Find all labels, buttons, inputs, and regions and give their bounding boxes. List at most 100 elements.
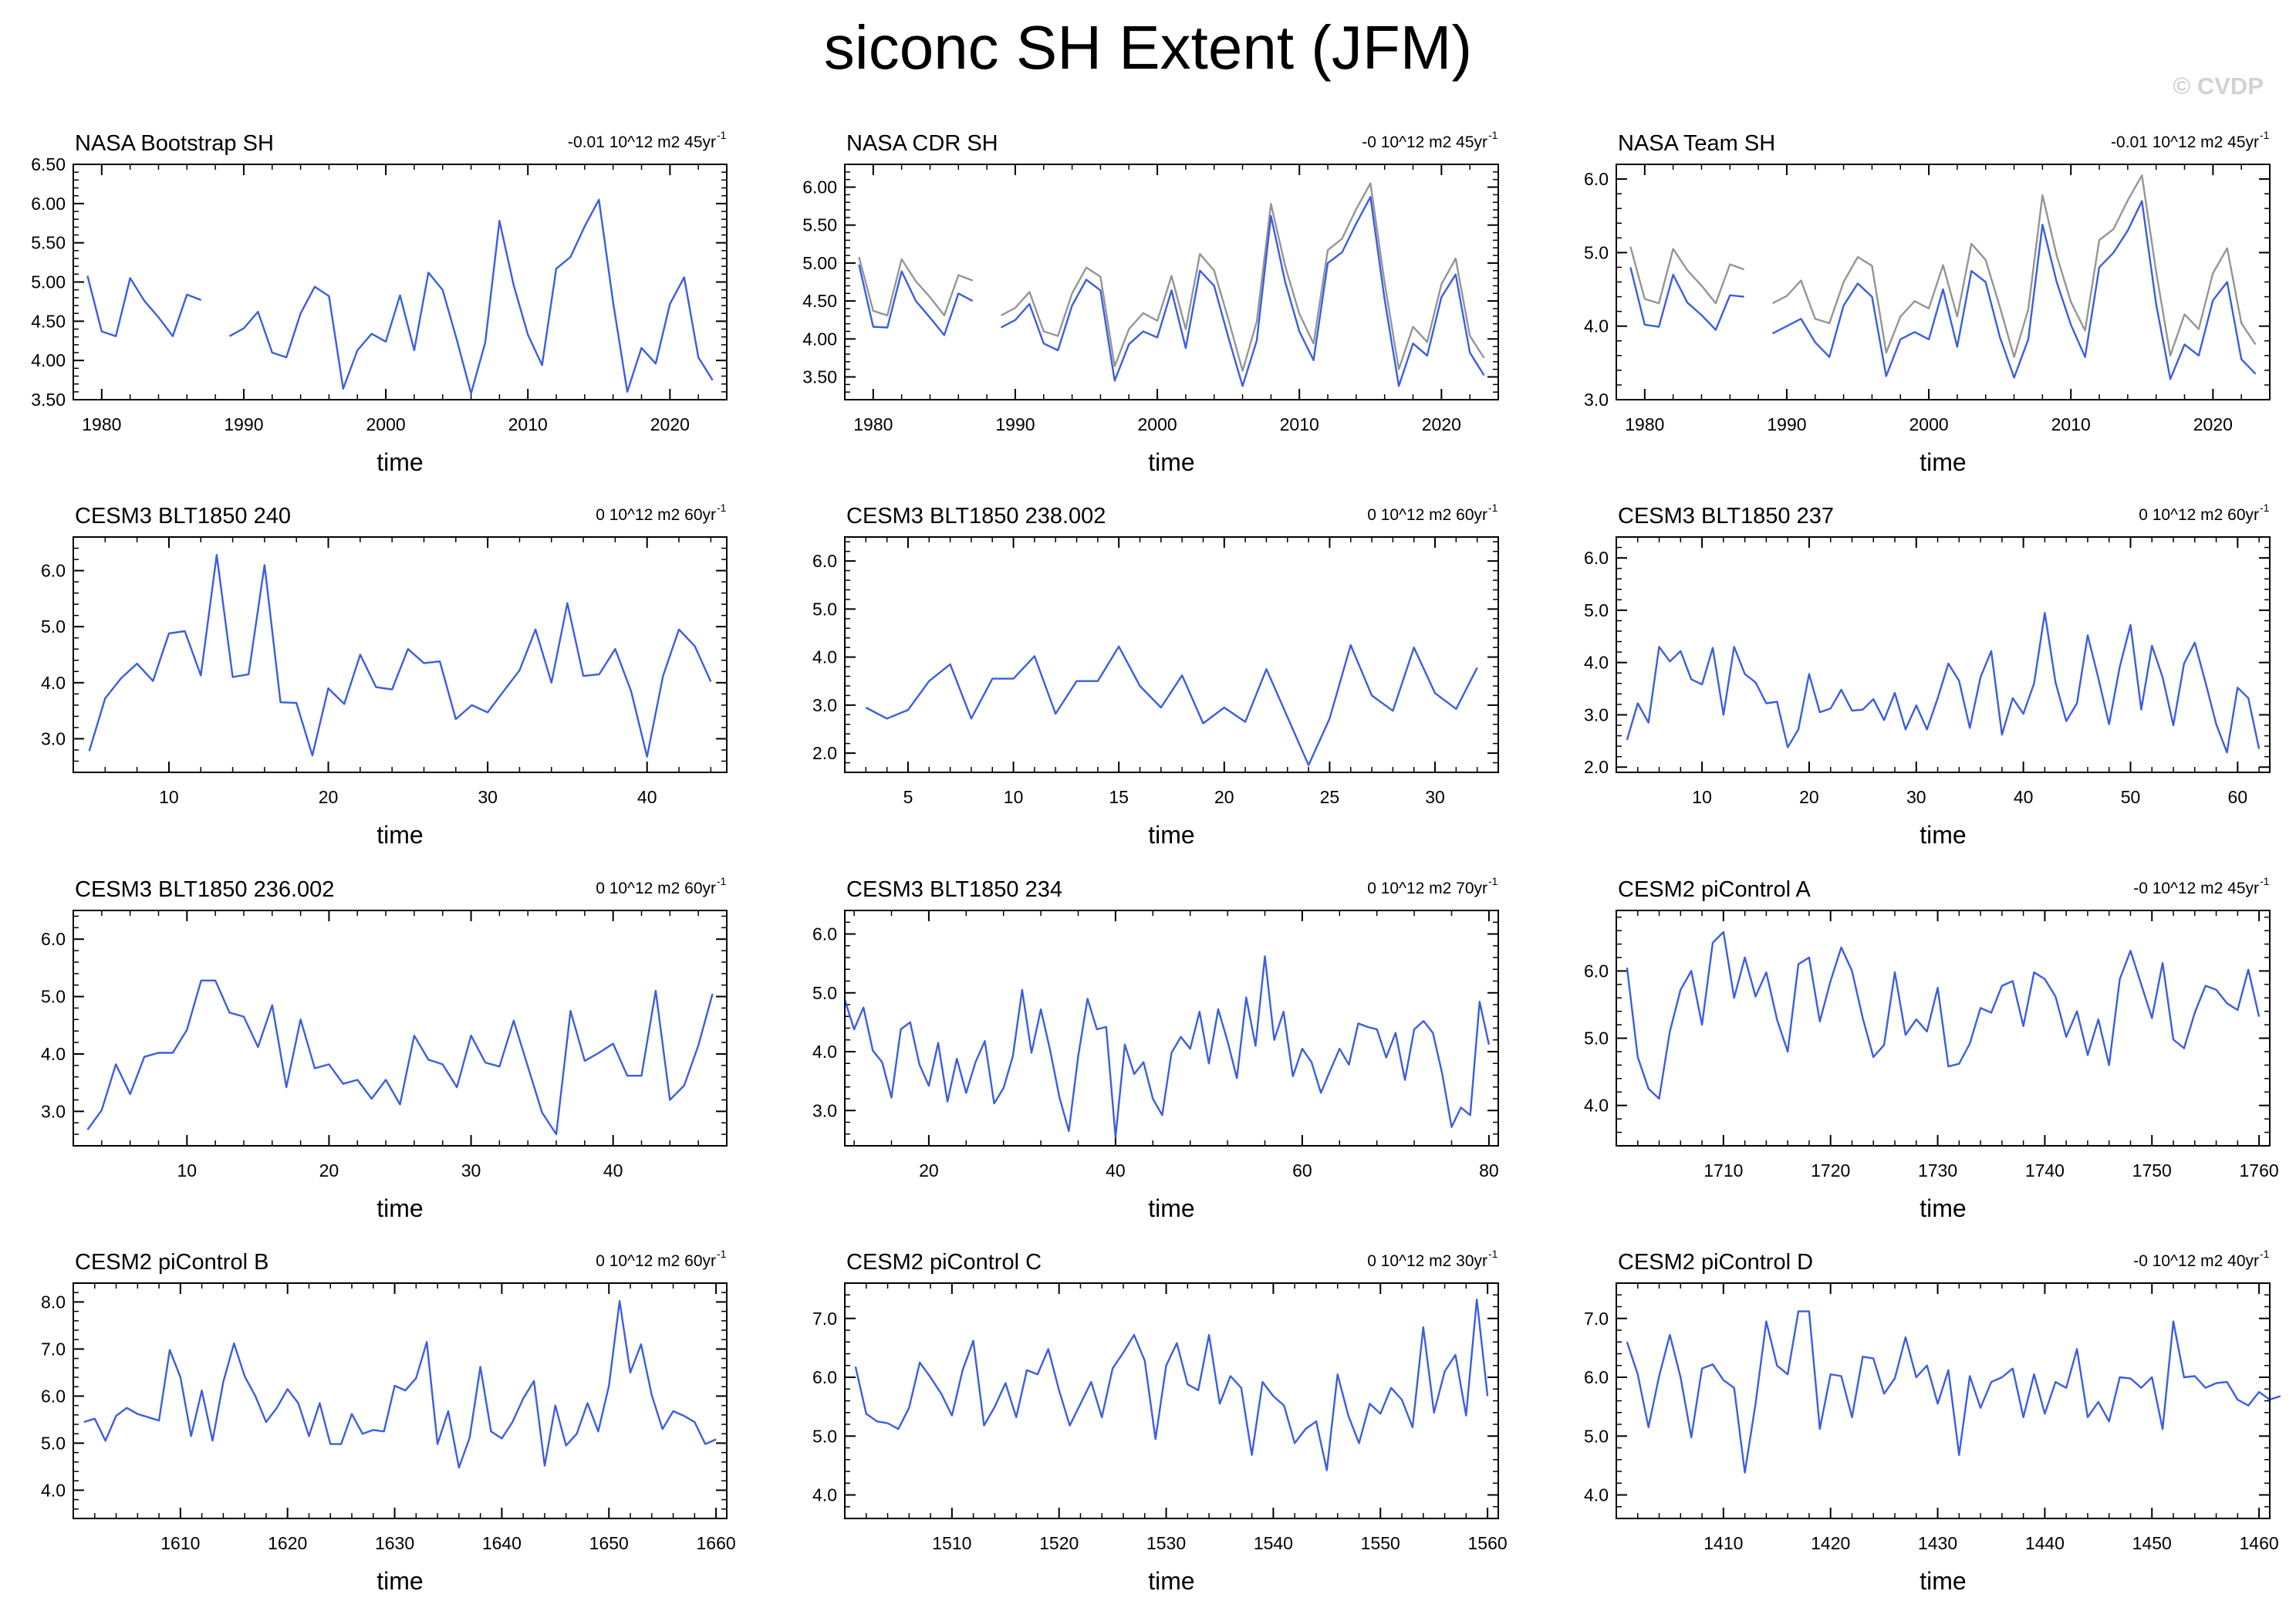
panel-trend: -0 10^12 m2 40yr — [2133, 1252, 2259, 1270]
trend-exponent: -1 — [1488, 875, 1498, 887]
x-tick-label: 1990 — [224, 414, 263, 434]
panel-title: CESM3 BLT1850 234 — [846, 877, 1062, 902]
x-tick-label: 1980 — [1625, 414, 1664, 434]
x-tick-label: 1730 — [1918, 1160, 1957, 1181]
series-line — [843, 955, 1491, 1138]
y-tick-label: 4.00 — [802, 329, 837, 349]
panel-trend: 0 10^12 m2 60yr — [2139, 506, 2259, 524]
series-cesm2-picontrol-d — [1626, 1310, 2281, 1474]
series-nasa-cdr — [858, 196, 1485, 387]
panel-7: CESM3 BLT1850 236.002 0 10^12 m2 60yr -1 3.… — [41, 875, 728, 1222]
x-tick-label: 1520 — [1039, 1533, 1079, 1553]
y-tick-label: 3.0 — [812, 695, 837, 715]
series-cesm3-blt1850-240 — [88, 554, 712, 758]
x-tick-label: 20 — [319, 1160, 339, 1181]
series-line — [1629, 267, 1744, 331]
plot-frame — [73, 164, 728, 400]
x-tick-label: 40 — [1106, 1160, 1126, 1181]
copyright-watermark: © CVDP — [2173, 73, 2264, 100]
series-cesm3-blt1850-236-002 — [86, 979, 714, 1136]
y-tick-label: 5.0 — [812, 983, 837, 1003]
series-line — [854, 1299, 1489, 1471]
panel-title: CESM2 piControl B — [75, 1250, 268, 1275]
series-line — [865, 643, 1478, 766]
plot-frame — [73, 910, 728, 1147]
x-tick-label: 2000 — [366, 414, 406, 434]
y-tick-label: 6.50 — [31, 154, 66, 174]
y-tick-label: 6.00 — [31, 194, 66, 214]
panel-title: NASA Bootstrap SH — [75, 131, 274, 156]
x-tick-label: 30 — [1906, 787, 1926, 807]
series-line — [1771, 174, 2257, 358]
x-axis-label: time — [1920, 1567, 1966, 1595]
y-tick-label: 2.0 — [812, 743, 837, 763]
x-tick-label: 1760 — [2240, 1160, 2279, 1181]
x-tick-label: 60 — [1292, 1160, 1312, 1181]
y-tick-label: 3.50 — [802, 366, 837, 387]
x-axis-label: time — [376, 448, 423, 476]
series-line — [1771, 200, 2257, 380]
panel-11: CESM2 piControl C 0 10^12 m2 30yr -1 4.0 5.0… — [812, 1248, 1508, 1595]
x-tick-label: 2000 — [1138, 414, 1177, 434]
x-tick-label: 30 — [1425, 787, 1445, 807]
panel-trend: -0.01 10^12 m2 45yr — [568, 133, 716, 151]
y-tick-label: 5.0 — [41, 987, 66, 1007]
x-tick-label: 1550 — [1361, 1533, 1400, 1553]
y-tick-label: 3.0 — [41, 728, 66, 748]
series-line — [1629, 246, 1745, 305]
y-tick-label: 4.0 — [812, 647, 837, 667]
x-axis-label: time — [1148, 1194, 1194, 1222]
series-cesm3-blt1850-238-002 — [865, 643, 1478, 766]
plot-frame — [844, 536, 1499, 773]
plot-frame — [1616, 536, 2271, 773]
panel-8: CESM3 BLT1850 234 0 10^12 m2 70yr -1 3.0 4.0… — [812, 875, 1499, 1222]
y-tick-label: 6.0 — [812, 551, 837, 571]
plot-frame — [1616, 1282, 2271, 1519]
series-cesm2-picontrol-c — [854, 1299, 1489, 1471]
panel-title: CESM2 piControl C — [846, 1250, 1042, 1275]
y-tick-label: 7.0 — [1584, 1309, 1609, 1329]
y-tick-label: 3.50 — [31, 390, 66, 410]
y-tick-label: 6.0 — [812, 1367, 837, 1387]
x-axis-label: time — [1920, 821, 1966, 849]
x-axis-label: time — [1148, 1567, 1194, 1595]
y-tick-label: 5.0 — [1584, 1029, 1609, 1049]
y-tick-label: 4.0 — [1584, 316, 1609, 336]
series-nasa-team — [1629, 200, 2257, 380]
y-tick-label: 2.0 — [1584, 757, 1609, 777]
y-tick-label: 5.0 — [41, 616, 66, 637]
trend-exponent: -1 — [2260, 1248, 2270, 1260]
y-tick-label: 7.0 — [41, 1339, 66, 1359]
x-tick-label: 1740 — [2025, 1160, 2065, 1181]
y-tick-label: 8.0 — [41, 1292, 66, 1312]
panel-1: NASA Bootstrap SH -0.01 10^12 m2 45yr -1 3.… — [31, 129, 728, 476]
x-tick-label: 1990 — [1767, 414, 1806, 434]
x-tick-label: 1660 — [697, 1533, 736, 1553]
panel-10: CESM2 piControl B 0 10^12 m2 60yr -1 4.0 5.0… — [41, 1248, 736, 1595]
series-line — [858, 264, 974, 336]
y-tick-label: 5.00 — [31, 272, 66, 292]
panel-6: CESM3 BLT1850 237 0 10^12 m2 60yr -1 2.0 3.0… — [1584, 502, 2271, 849]
x-tick-label: 1510 — [932, 1533, 971, 1553]
series-line — [858, 256, 974, 316]
x-tick-label: 1530 — [1146, 1533, 1186, 1553]
y-tick-label: 6.0 — [1584, 961, 1609, 981]
y-tick-label: 5.0 — [1584, 1426, 1609, 1446]
trend-exponent: -1 — [2260, 502, 2270, 514]
series-line — [1626, 931, 2261, 1100]
panel-trend: 0 10^12 m2 60yr — [596, 1252, 716, 1270]
series-line — [1626, 1310, 2281, 1474]
x-tick-label: 1650 — [589, 1533, 629, 1553]
trend-exponent: -1 — [1488, 129, 1498, 141]
y-tick-label: 4.0 — [1584, 1096, 1609, 1116]
panel-trend: -0 10^12 m2 45yr — [2133, 880, 2259, 897]
y-tick-label: 4.0 — [41, 673, 66, 693]
y-tick-label: 5.0 — [1584, 600, 1609, 620]
panel-trend: 0 10^12 m2 60yr — [596, 880, 716, 897]
x-tick-label: 1980 — [853, 414, 893, 434]
y-tick-label: 4.0 — [41, 1480, 66, 1500]
y-tick-label: 6.0 — [1584, 169, 1609, 189]
trend-exponent: -1 — [717, 502, 727, 514]
series-line — [86, 979, 714, 1136]
